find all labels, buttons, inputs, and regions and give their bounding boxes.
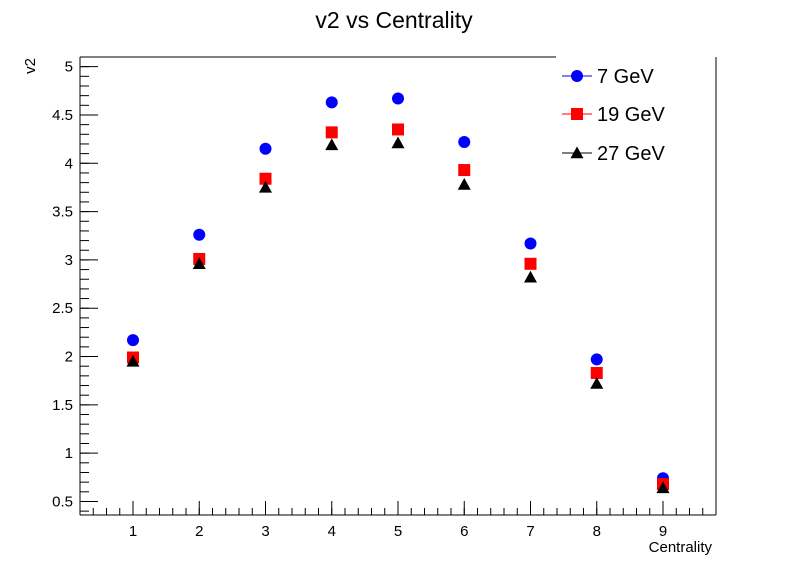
chart-title: v2 vs Centrality — [315, 7, 473, 33]
data-point — [126, 354, 140, 367]
y-tick-label: 2 — [65, 349, 73, 366]
x-tick-label: 2 — [195, 523, 203, 540]
data-point — [325, 138, 339, 151]
y-tick-label: 3.5 — [52, 204, 73, 221]
data-point — [590, 377, 604, 389]
data-point — [458, 136, 471, 149]
legend-marker — [571, 70, 583, 82]
data-point — [391, 136, 405, 149]
series-3 — [126, 136, 670, 494]
x-tick-label: 3 — [261, 523, 269, 540]
x-tick-label: 7 — [526, 523, 534, 540]
legend: 7 GeV 19 GeV 27 GeV — [556, 52, 696, 180]
legend-label: 7 GeV — [597, 66, 654, 88]
data-point — [524, 237, 537, 250]
data-point — [127, 334, 139, 347]
data-point — [590, 366, 603, 379]
legend-marker — [570, 146, 584, 159]
data-point — [590, 353, 603, 366]
x-axis-label: Centrality — [649, 539, 713, 556]
y-tick-label: 1 — [65, 445, 73, 462]
y-axis-label: v2 — [22, 58, 39, 74]
data-point — [524, 257, 537, 270]
y-tick-label: 1.5 — [52, 397, 73, 414]
data-point — [458, 164, 471, 177]
legend-marker — [571, 108, 583, 120]
x-tick-label: 9 — [659, 523, 667, 540]
y-tick-label: 2.5 — [52, 300, 73, 317]
y-tick-label: 4.5 — [52, 107, 73, 124]
data-point — [325, 96, 338, 109]
data-point — [259, 172, 272, 185]
x-tick-label: 8 — [593, 523, 601, 540]
data-point — [392, 123, 404, 136]
data-point — [457, 178, 471, 190]
data-point — [192, 257, 206, 269]
y-tick-label: 5 — [65, 59, 73, 76]
x-tick-label: 1 — [129, 523, 137, 540]
data-point — [259, 142, 272, 155]
y-tick-label: 0.5 — [52, 493, 73, 510]
x-tick-label: 4 — [328, 523, 336, 540]
x-tick-label: 5 — [394, 523, 402, 540]
data-point — [524, 270, 537, 283]
data-point — [325, 126, 338, 139]
y-tick-label: 3 — [65, 252, 73, 269]
data-point — [193, 228, 206, 241]
axes: 1 2 3 4 5 6 7 8 9 0.5 1 1.5 2 2.5 3 3.5 4 4.5 5 — [52, 56, 717, 540]
data-point — [656, 481, 670, 494]
legend-label: 19 GeV — [597, 104, 665, 126]
y-tick-label: 4 — [65, 155, 73, 172]
data-points — [126, 92, 670, 494]
legend-label: 27 GeV — [597, 143, 665, 165]
data-point — [392, 92, 404, 105]
data-point — [259, 180, 272, 193]
x-tick-label: 6 — [460, 523, 468, 540]
